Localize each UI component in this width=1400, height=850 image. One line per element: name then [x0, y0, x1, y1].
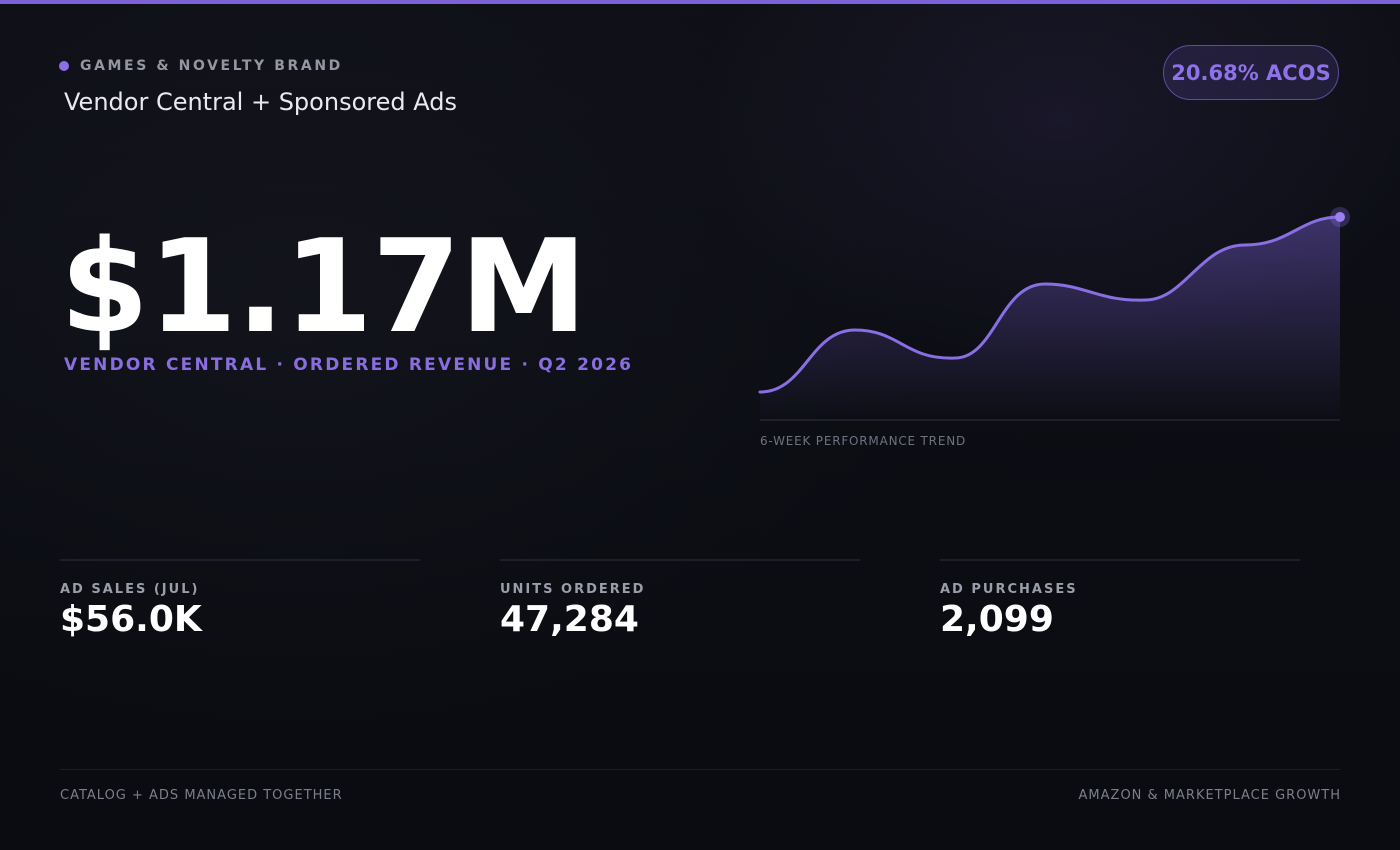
metric-divider	[940, 559, 1300, 561]
metric-value: 2,099	[940, 599, 1054, 640]
metric-label: AD SALES (JUL)	[60, 582, 200, 597]
metric-divider	[500, 559, 860, 561]
trend-area	[760, 217, 1340, 420]
trend-line	[758, 215, 1342, 394]
footer-tagline-right: AMAZON & MARKETPLACE GROWTH	[1078, 788, 1341, 803]
brand-dot-icon	[59, 61, 69, 71]
hero-revenue-caption: VENDOR CENTRAL · ORDERED REVENUE · Q2 20…	[64, 355, 634, 375]
metric-label: UNITS ORDERED	[500, 582, 646, 597]
trend-chart	[758, 207, 1350, 421]
footer-divider	[60, 769, 1340, 770]
metric-value: 47,284	[500, 599, 639, 640]
metric-value: $56.0K	[60, 599, 202, 640]
metric-divider	[60, 559, 420, 561]
trend-endpoint-dot	[1335, 212, 1345, 222]
brand-row: GAMES & NOVELTY BRAND	[59, 58, 343, 74]
footer-tagline-left: CATALOG + ADS MANAGED TOGETHER	[60, 788, 343, 803]
metric-units-ordered: UNITS ORDERED 47,284	[500, 559, 860, 640]
page-subtitle: Vendor Central + Sponsored Ads	[64, 88, 457, 116]
metric-ad-purchases: AD PURCHASES 2,099	[940, 559, 1300, 640]
acos-badge: 20.68% ACOS	[1163, 45, 1339, 100]
metric-label: AD PURCHASES	[940, 582, 1078, 597]
hero-revenue-value: $1.17M	[60, 213, 587, 362]
brand-name: GAMES & NOVELTY BRAND	[80, 58, 343, 74]
top-accent-bar	[0, 0, 1400, 4]
trend-label: 6-WEEK PERFORMANCE TREND	[760, 434, 967, 448]
metric-ad-sales: AD SALES (JUL) $56.0K	[60, 559, 420, 640]
